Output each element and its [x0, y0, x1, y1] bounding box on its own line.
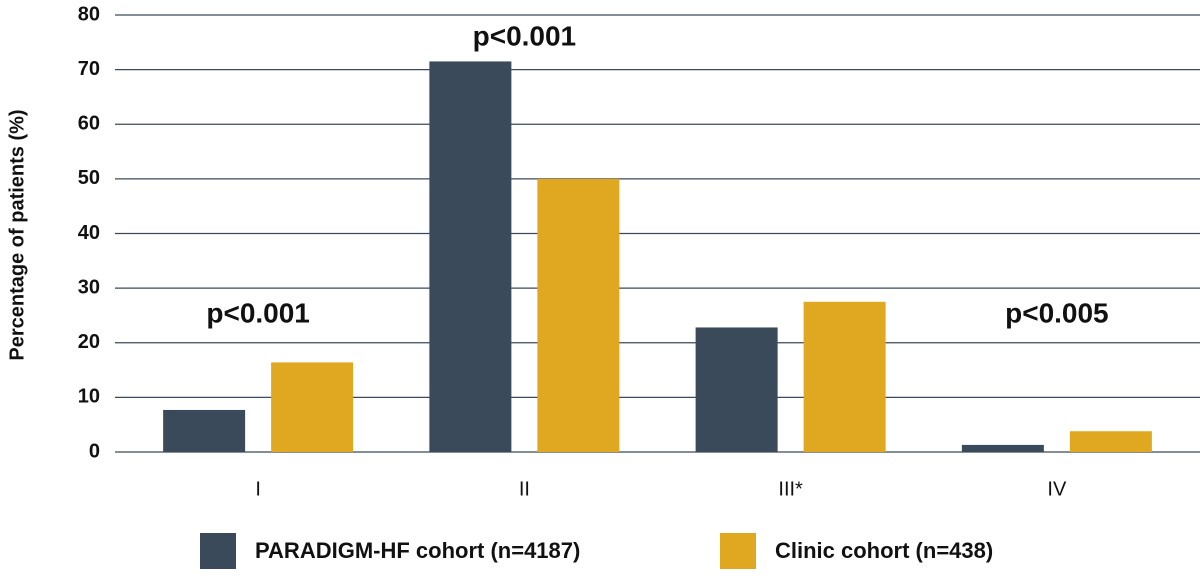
bar — [803, 301, 886, 452]
y-tick-label: 80 — [78, 3, 100, 25]
legend-swatch — [720, 533, 756, 569]
legend-swatch — [200, 533, 236, 569]
bar — [429, 61, 512, 453]
bar — [537, 178, 620, 452]
annotation: p<0.001 — [473, 20, 577, 51]
x-tick-label: IV — [1047, 478, 1067, 500]
bar — [271, 362, 354, 452]
x-tick-label: III* — [778, 478, 803, 500]
legend-label: PARADIGM-HF cohort (n=4187) — [255, 538, 580, 563]
x-tick-label: I — [255, 478, 261, 500]
y-tick-label: 40 — [78, 222, 100, 244]
bar — [163, 409, 246, 452]
annotation: p<0.001 — [206, 297, 310, 328]
y-tick-label: 50 — [78, 167, 100, 189]
y-tick-label: 30 — [78, 276, 100, 298]
y-tick-label: 20 — [78, 331, 100, 353]
bar — [695, 327, 778, 452]
y-tick-label: 10 — [78, 386, 100, 408]
legend-label: Clinic cohort (n=438) — [775, 538, 993, 563]
bar — [1069, 431, 1152, 452]
annotation: p<0.005 — [1005, 297, 1109, 328]
x-tick-label: II — [519, 478, 530, 500]
y-tick-label: 0 — [89, 440, 100, 462]
y-tick-label: 60 — [78, 113, 100, 135]
y-tick-label: 70 — [78, 58, 100, 80]
y-axis-label: Percentage of patients (%) — [6, 109, 28, 360]
bar — [961, 444, 1044, 452]
